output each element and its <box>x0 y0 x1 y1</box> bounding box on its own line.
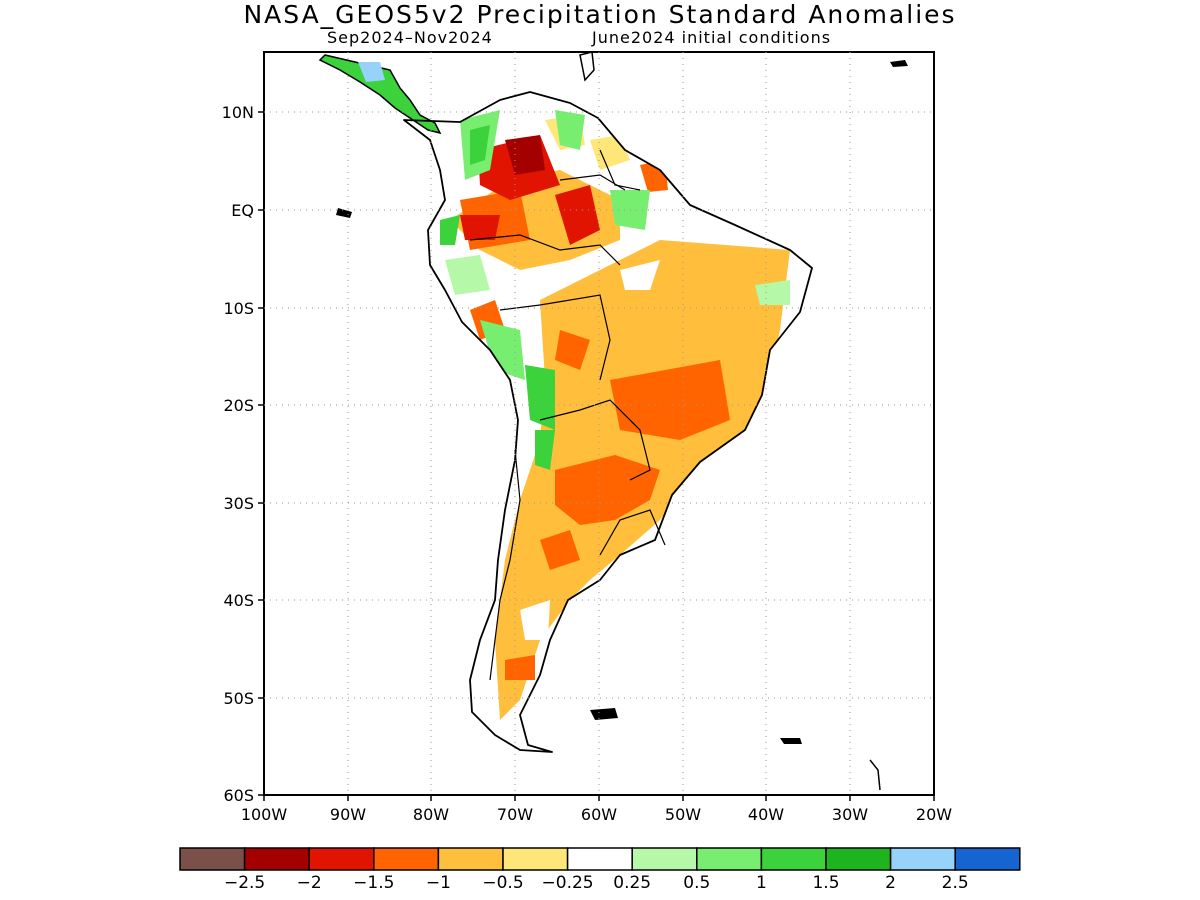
colorbar-swatch <box>437 847 504 871</box>
latitude-label: EQ <box>231 201 254 220</box>
colorbar-label: −1.5 <box>353 873 394 893</box>
colorbar-swatch <box>696 847 763 871</box>
colorbar-swatch <box>954 847 1021 871</box>
latitude-label: 60S <box>223 786 254 805</box>
colorbar-label: −2 <box>297 873 322 893</box>
colorbar-swatch <box>502 847 569 871</box>
colorbar-swatch <box>889 847 956 871</box>
colorbar-label: 1 <box>756 873 767 893</box>
colorbar-label: 2.5 <box>942 873 969 893</box>
gridlines <box>264 52 934 795</box>
longitude-label: 90W <box>330 805 366 824</box>
latitude-label: 30S <box>223 494 254 513</box>
colorbar-label: 1.5 <box>812 873 839 893</box>
longitude-label: 40W <box>748 805 784 824</box>
initial-conditions: June2024 initial conditions <box>592 28 832 47</box>
latitude-label: 40S <box>223 591 254 610</box>
longitude-label: 50W <box>665 805 701 824</box>
colorbar-label: −1 <box>426 873 451 893</box>
latitude-label: 50S <box>223 689 254 708</box>
longitude-label: 80W <box>413 805 449 824</box>
longitude-labels: 100W 90W 80W 70W 60W 50W 40W 30W 20W <box>241 795 952 824</box>
colorbar-swatch <box>631 847 698 871</box>
colorbar-label: −0.5 <box>482 873 523 893</box>
central-america <box>318 51 908 791</box>
colorbar-label: 0.5 <box>683 873 710 893</box>
colorbar-label: −2.5 <box>224 873 265 893</box>
south-america-coastline <box>403 91 813 753</box>
latitude-label: 10S <box>223 299 254 318</box>
longitude-label: 100W <box>241 805 288 824</box>
colorbar-label: 2 <box>885 873 896 893</box>
map-title: NASA_GEOS5v2 Precipitation Standard Anom… <box>243 0 957 29</box>
longitude-label: 30W <box>832 805 868 824</box>
colorbar-swatch <box>179 847 246 871</box>
colorbar-label: −0.25 <box>542 873 594 893</box>
latitude-label: 20S <box>223 396 254 415</box>
longitude-label: 70W <box>497 805 533 824</box>
latitude-labels: 10N EQ 10S 20S 30S 40S 50S 60S <box>222 103 264 805</box>
colorbar-swatch <box>566 847 633 871</box>
colorbar-swatch <box>760 847 827 871</box>
longitude-label: 60W <box>581 805 617 824</box>
colorbar: −2.5 −2 −1.5 −1 −0.5 −0.25 0.25 0.5 1 1.5 2 2.5 <box>179 847 1021 893</box>
colorbar-swatch <box>243 847 310 871</box>
latitude-label: 10N <box>222 103 254 122</box>
colorbar-swatch <box>825 847 892 871</box>
colorbar-swatch <box>373 847 440 871</box>
forecast-period: Sep2024–Nov2024 <box>327 28 493 47</box>
colorbar-label: 0.25 <box>613 873 651 893</box>
colorbar-swatch <box>308 847 375 871</box>
longitude-label: 20W <box>916 805 952 824</box>
country-borders <box>469 149 666 681</box>
